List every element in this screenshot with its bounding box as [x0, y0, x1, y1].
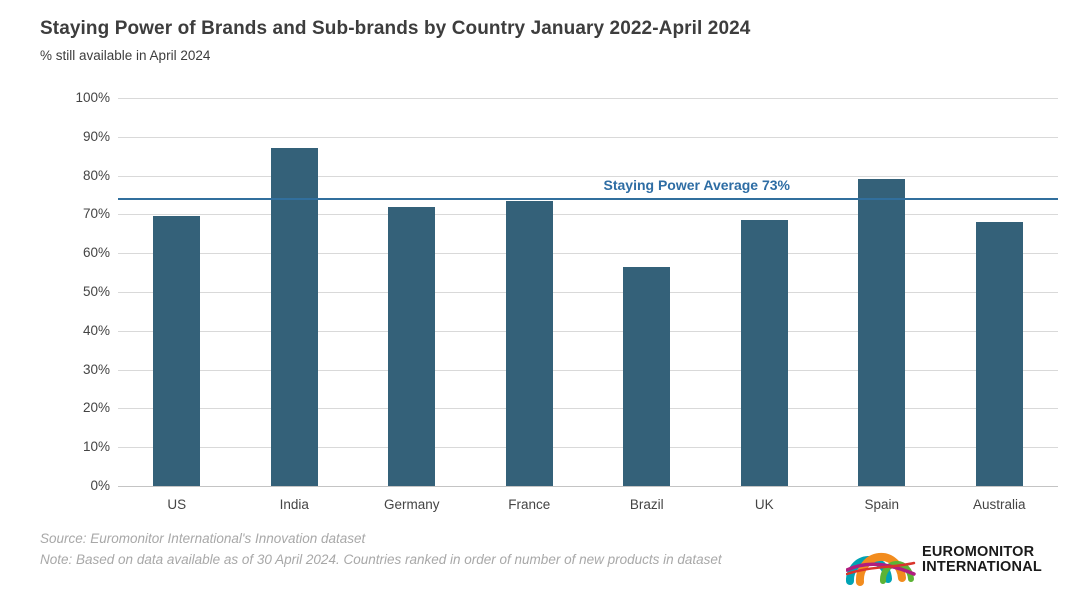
gridline-0	[118, 486, 1058, 487]
bar-australia	[975, 222, 1023, 486]
y-axis-tick-label: 10%	[82, 439, 110, 455]
gridline-50	[118, 292, 1058, 293]
y-axis-tick-label: 40%	[82, 322, 110, 338]
source-text: Source: Euromonitor International's Inno…	[40, 531, 366, 546]
gridline-90	[118, 136, 1058, 138]
euromonitor-logo: EUROMONITOR INTERNATIONAL	[846, 534, 1058, 586]
gridline-80	[118, 175, 1058, 177]
note-text: Note: Based on data available as of 30 A…	[40, 552, 722, 567]
bar-us	[153, 216, 201, 486]
gridline-20	[118, 408, 1058, 410]
x-axis-label-india: India	[279, 497, 309, 512]
y-axis-tick-label: 30%	[82, 361, 110, 377]
bar-spain	[858, 179, 906, 486]
euromonitor-logo-text: EUROMONITOR INTERNATIONAL	[922, 543, 1042, 576]
x-axis-label-uk: UK	[754, 497, 774, 512]
gridline-70	[118, 214, 1058, 216]
y-axis-tick-label: 100%	[75, 90, 110, 105]
y-axis-tick-label: 0%	[90, 478, 110, 493]
average-reference-line	[118, 197, 1058, 200]
gridline-60	[118, 253, 1058, 255]
x-axis-label-france: France	[508, 497, 551, 512]
euromonitor-arcs-icon	[846, 552, 916, 586]
gridline-10	[118, 447, 1058, 449]
gridline-30	[118, 369, 1058, 371]
x-axis-label-australia: Australia	[972, 497, 1026, 512]
bar-india	[270, 148, 318, 486]
y-axis-tick-label: 20%	[82, 400, 110, 416]
y-axis-tick-label: 80%	[82, 167, 110, 183]
gridline-100	[118, 98, 1058, 99]
x-axis-label-us: US	[167, 497, 187, 512]
x-axis-label-germany: Germany	[383, 497, 440, 512]
bar-france	[505, 200, 553, 486]
logo-line1: EUROMONITOR	[922, 543, 1035, 560]
average-line-label: Staying Power Average 73%	[603, 176, 790, 193]
footnote-block: Source: Euromonitor International's Inno…	[40, 528, 810, 570]
y-axis-tick-label: 60%	[82, 245, 110, 261]
x-axis-label-brazil: Brazil	[629, 497, 664, 512]
bar-chart-plot-area: 0% 10% 20% 30% 40% 50% 60% 70% 80% 90% 100% US India…	[75, 90, 1058, 512]
chart-subtitle: % still available in April 2024	[40, 48, 211, 63]
y-axis-tick-label: 90%	[82, 128, 110, 144]
bar-germany	[388, 206, 436, 486]
bar-brazil	[623, 266, 671, 486]
y-axis-tick-label: 50%	[82, 284, 110, 299]
logo-line2: INTERNATIONAL	[922, 559, 1042, 575]
y-axis-tick-label: 70%	[82, 206, 110, 222]
chart-title: Staying Power of Brands and Sub-brands b…	[40, 18, 751, 39]
bar-uk	[740, 220, 788, 486]
gridline-40	[118, 330, 1058, 332]
x-axis-label-spain: Spain	[864, 497, 900, 512]
